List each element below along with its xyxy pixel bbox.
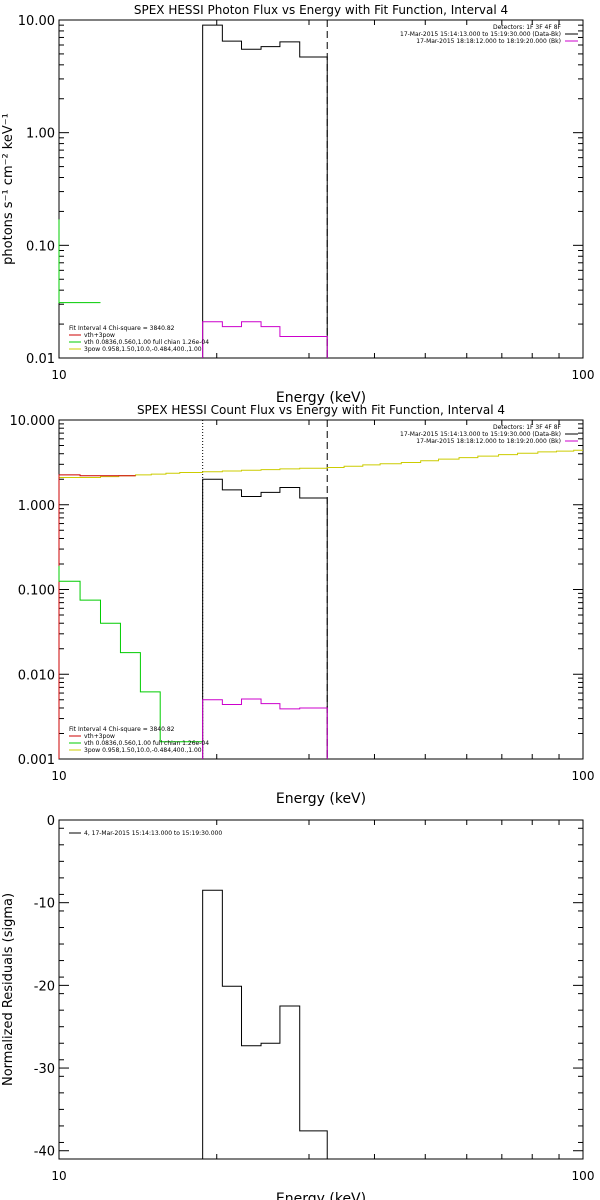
chart-1-header-line: Detectors: 1F 3F 4F 8F xyxy=(493,24,562,31)
chart-1-header-line: 17-Mar-2015 18:18:12.000 to 18:19:20.000… xyxy=(416,38,561,45)
chart-1-x-tick-label: 10 xyxy=(51,368,66,382)
chart-2-y-tick-label: 0.010 xyxy=(18,668,55,683)
chart-2-x-axis-label: Energy (keV) xyxy=(276,791,366,807)
chart-2-header-line: 17-Mar-2015 18:18:12.000 to 18:19:20.000… xyxy=(416,438,561,445)
chart-3-y-tick-label: -20 xyxy=(34,979,55,994)
chart-1-header-line: 17-Mar-2015 15:14:13.000 to 15:19:30.000… xyxy=(400,31,561,38)
chart-2-series-3 xyxy=(202,478,328,759)
chart-2-legend-entry: 3pow 0.958,1.50,10.0,-0.484,400.,1.00 xyxy=(84,747,202,754)
chart-2-series-2 xyxy=(58,474,136,759)
chart-3-y-tick-label: 0 xyxy=(47,814,55,829)
chart-1-x-tick-label: 100 xyxy=(572,368,595,382)
chart-1-series-1 xyxy=(202,24,328,358)
chart-2-y-tick-label: 1.000 xyxy=(18,499,55,514)
chart-1-legend-entry: 3pow 0.958,1.50,10.0,-0.484,400.,1.00 xyxy=(84,346,202,353)
chart-3-x-tick-label: 100 xyxy=(572,1169,595,1183)
chart-3-x-axis-label: Energy (keV) xyxy=(276,1191,366,1200)
chart-2-x-tick-label: 10 xyxy=(51,769,66,783)
chart-2-header-line: 17-Mar-2015 15:14:13.000 to 15:19:30.000… xyxy=(400,431,561,438)
chart-2-y-tick-label: 0.100 xyxy=(18,584,55,599)
chart-3-y-tick-label: -40 xyxy=(34,1145,55,1160)
chart-3-legend-entry: 4, 17-Mar-2015 15:14:13.000 to 15:19:30.… xyxy=(84,830,222,837)
chart-2-x-tick-label: 100 xyxy=(572,769,595,783)
chart-3-y-axis-label: Normalized Residuals (sigma) xyxy=(1,893,16,1086)
chart-1-series-3 xyxy=(58,219,101,304)
chart-2-legend-entry: vth 0.0836,0.560,1.00 full chian 1.26e-0… xyxy=(84,740,209,747)
chart-3-frame xyxy=(58,819,584,1160)
chart-2-series-5 xyxy=(58,565,203,743)
chart-3-series-1 xyxy=(202,889,328,1159)
chart-1-title: SPEX HESSI Photon Flux vs Energy with Fi… xyxy=(134,3,508,17)
chart-1-frame xyxy=(58,19,584,359)
chart-2-series-4 xyxy=(202,698,328,759)
chart-1-legend-entry: vth 0.0836,0.560,1.00 full chian 1.26e-0… xyxy=(84,339,209,346)
chart-1-y-tick-label: 1.00 xyxy=(26,127,55,142)
chart-3-y-tick-label: -30 xyxy=(34,1062,55,1077)
chart-1-legend-entry: Fit Interval 4 Chi-square = 3840.82 xyxy=(69,325,175,332)
chart-3-y-tick-label: -10 xyxy=(34,897,55,912)
chart-2-y-tick-label: 0.001 xyxy=(18,753,55,768)
chart-1-y-axis-label: photons s⁻¹ cm⁻² keV⁻¹ xyxy=(1,113,16,265)
chart-2-legend-entry: vth+3pow xyxy=(84,733,115,740)
chart-1-y-tick-label: 0.10 xyxy=(26,239,55,254)
chart-1-legend-entry: vth+3pow xyxy=(84,332,115,339)
chart-2-series-1 xyxy=(58,449,583,759)
chart-2-title: SPEX HESSI Count Flux vs Energy with Fit… xyxy=(137,403,505,417)
chart-2-header-line: Detectors: 1F 3F 4F 8F xyxy=(493,424,562,431)
chart-1-y-tick-label: 10.00 xyxy=(18,14,55,29)
chart-2-legend-entry: Fit Interval 4 Chi-square = 3840.82 xyxy=(69,726,175,733)
chart-1-y-tick-label: 0.01 xyxy=(26,352,55,367)
chart-1-x-axis-label: Energy (keV) xyxy=(276,390,366,406)
chart-1-series-2 xyxy=(202,321,328,358)
chart-2-y-tick-label: 10.000 xyxy=(10,414,56,429)
chart-3-x-tick-label: 10 xyxy=(51,1169,66,1183)
